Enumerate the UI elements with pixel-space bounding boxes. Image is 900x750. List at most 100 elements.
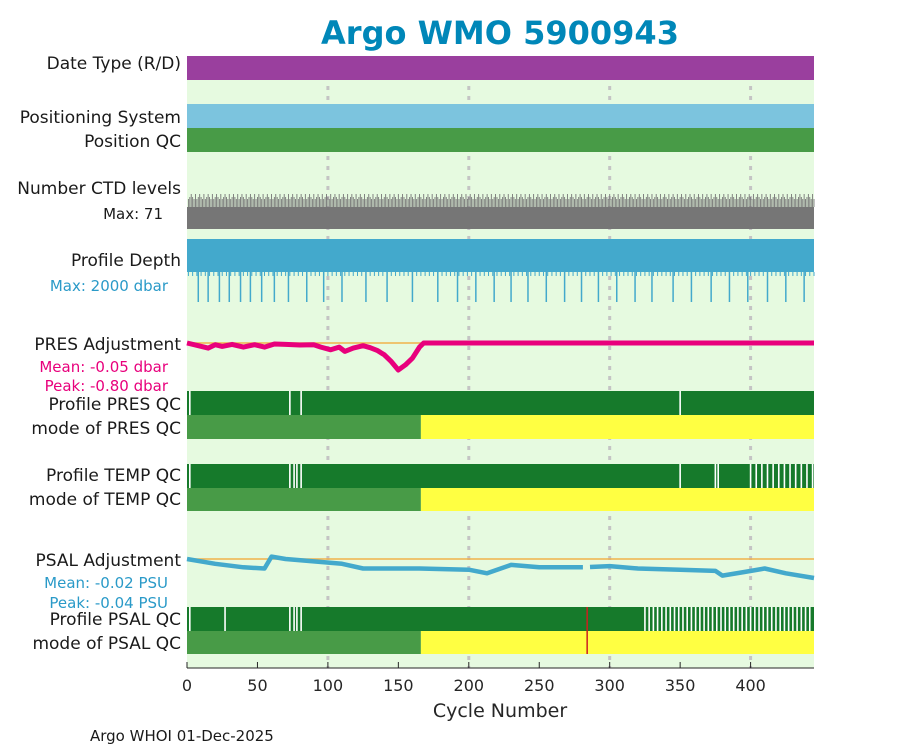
psal-qc-gap (741, 607, 743, 631)
temp-qc-gap (811, 464, 814, 488)
mode-psal-qc-delayed-segment (187, 631, 421, 654)
psal-qc-gap (808, 607, 811, 631)
psal-qc-gap (699, 607, 701, 631)
date-type-bar (187, 56, 814, 80)
psal-peak-annotation: Peak: -0.04 PSU (49, 594, 168, 612)
temp-qc-gap (794, 464, 797, 488)
psal-qc-gap (796, 607, 798, 631)
psal-qc-gap (707, 607, 710, 631)
psal-adjustment-line (186, 554, 584, 576)
positioning-system-bar (187, 104, 814, 128)
label-profile-temp-qc: Profile TEMP QC (46, 466, 181, 486)
x-tick-label: 250 (524, 676, 555, 695)
psal-qc-gap (732, 607, 735, 631)
pres-qc-gap (300, 391, 302, 415)
psal-qc-gap (296, 607, 298, 631)
psal-qc-gap (758, 607, 760, 631)
figure-title: Argo WMO 5900943 (321, 14, 679, 52)
x-tick-label: 0 (182, 676, 192, 695)
psal-qc-gap (754, 607, 756, 631)
temp-qc-gap (296, 464, 298, 488)
temp-qc-gap (772, 464, 774, 488)
pres-mean-annotation: Mean: -0.05 dbar (39, 358, 169, 376)
psal-adjustment-line-continued (589, 563, 815, 581)
psal-qc-gap (783, 607, 786, 631)
row-labels: Date Type (R/D) Positioning System Posit… (17, 54, 181, 654)
psal-qc-gap (728, 607, 731, 631)
psal-qc-gap (677, 607, 680, 631)
temp-qc-gap (679, 464, 681, 488)
label-profile-pres-qc: Profile PRES QC (48, 395, 181, 415)
psal-qc-gap (661, 607, 663, 631)
label-pres-adjustment: PRES Adjustment (34, 335, 181, 355)
mode-psal-qc-realtime-segment (420, 631, 814, 654)
psal-qc-gap (644, 607, 646, 631)
position-qc-bar (187, 128, 814, 152)
psal-qc-gap (787, 607, 790, 631)
psal-qc-gap (775, 607, 777, 631)
pres-qc-gap (189, 391, 191, 415)
psal-qc-gap (711, 607, 714, 631)
temp-qc-gap (714, 464, 717, 488)
label-position-qc: Position QC (84, 132, 181, 152)
x-tick-label: 400 (735, 676, 766, 695)
temp-qc-gap (749, 464, 752, 488)
mode-temp-qc-delayed-segment (187, 488, 421, 511)
temp-qc-gap (289, 464, 291, 488)
mode-pres-qc-realtime-segment (420, 415, 814, 439)
label-mode-pres-qc: mode of PRES QC (31, 419, 181, 439)
psal-qc-gap (694, 607, 697, 631)
psal-qc-gap (766, 607, 769, 631)
profile-depth-bar (187, 239, 814, 272)
temp-qc-gap (766, 464, 769, 488)
temp-qc-gap (761, 464, 763, 488)
depth-max-annotation: Max: 2000 dbar (50, 277, 169, 295)
ctd-levels-ticks (187, 194, 815, 207)
pres-qc-gap (289, 391, 291, 415)
temp-qc-gap (717, 464, 719, 488)
footer-credit: Argo WHOI 01-Dec-2025 (90, 727, 274, 745)
mode-pres-qc-delayed-segment (187, 415, 421, 439)
psal-qc-gap (656, 607, 659, 631)
psal-qc-gap (673, 607, 676, 631)
temp-qc-gap (806, 464, 808, 488)
psal-qc-gap (724, 607, 727, 631)
profile-pres-qc-bar (187, 391, 814, 415)
psal-qc-gap (224, 607, 226, 631)
psal-qc-gap (665, 607, 667, 631)
x-tick-label: 50 (247, 676, 267, 695)
profile-pres-qc-gaps (189, 391, 681, 415)
temp-qc-gap (300, 464, 302, 488)
psal-qc-gap (762, 607, 765, 631)
temp-qc-gap (293, 464, 295, 488)
psal-qc-gap (779, 607, 781, 631)
label-date-type: Date Type (R/D) (47, 54, 181, 74)
temp-qc-gap (189, 464, 191, 488)
psal-qc-gap (800, 607, 803, 631)
x-tick-label: 200 (454, 676, 485, 695)
temp-qc-gap (789, 464, 791, 488)
label-profile-depth: Profile Depth (71, 251, 181, 271)
label-mode-temp-qc: mode of TEMP QC (29, 490, 181, 510)
pres-qc-gap (679, 391, 681, 415)
profile-temp-qc-bar (187, 464, 814, 488)
temp-qc-gap (800, 464, 803, 488)
label-mode-psal-qc: mode of PSAL QC (32, 634, 181, 654)
label-psal-adjustment: PSAL Adjustment (36, 551, 182, 571)
temp-qc-gap (777, 464, 780, 488)
psal-qc-gap (690, 607, 693, 631)
mode-temp-qc-realtime-segment (420, 488, 814, 511)
x-tick-label: 300 (594, 676, 625, 695)
pres-peak-annotation: Peak: -0.80 dbar (45, 377, 169, 395)
profile-temp-qc-gaps (189, 464, 814, 488)
psal-qc-gap (652, 607, 655, 631)
psal-qc-gap (648, 607, 650, 631)
psal-qc-gap (749, 607, 752, 631)
label-number-ctd-levels: Number CTD levels (17, 179, 181, 199)
psal-qc-gap (745, 607, 748, 631)
psal-qc-gap (720, 607, 722, 631)
temp-qc-gap (755, 464, 758, 488)
profile-depth-ticks (187, 272, 815, 302)
psal-qc-gap (300, 607, 302, 631)
